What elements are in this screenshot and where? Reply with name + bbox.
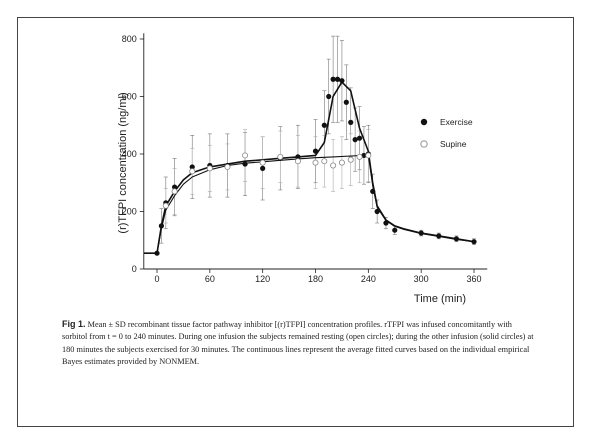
y-tick-label: 200	[122, 207, 137, 217]
exercise-point	[312, 148, 319, 154]
supine-point	[189, 168, 196, 175]
supine-point	[162, 202, 169, 209]
exercise-point	[418, 230, 424, 236]
caption-label: Fig 1.	[62, 319, 86, 329]
x-tick-label: 240	[361, 274, 376, 284]
x-tick-label: 180	[308, 274, 323, 284]
legend: Exercise Supine	[420, 117, 473, 149]
supine-point	[206, 165, 213, 172]
exercise-point	[189, 164, 195, 170]
chart-axes	[139, 33, 488, 273]
supine-point	[224, 163, 231, 170]
exercise-point	[471, 239, 477, 245]
x-tick-label: 360	[467, 274, 482, 284]
exercise-point	[260, 165, 266, 171]
exercise-point	[242, 161, 248, 167]
exercise-point	[343, 99, 349, 105]
exercise-point	[453, 236, 460, 242]
exercise-point	[172, 184, 178, 190]
exercise-point	[158, 223, 165, 229]
x-tick-label: 120	[255, 274, 270, 284]
y-axis-label: (r)TFPI concentration (ng/ml)	[117, 92, 129, 233]
supine-point	[277, 153, 284, 160]
exercise-point	[370, 188, 376, 194]
supine-point	[312, 159, 319, 166]
exercise-point	[326, 93, 332, 100]
supine-point	[171, 188, 178, 195]
y-tick-label: 600	[122, 92, 137, 102]
x-axis-label: Time (min)	[414, 293, 466, 305]
exercise-point	[356, 135, 363, 141]
legend-supine-label: Supine	[440, 139, 467, 149]
exercise-point	[321, 122, 327, 128]
exercise-point	[339, 78, 345, 84]
legend-exercise-label: Exercise	[440, 117, 473, 127]
data-points	[154, 76, 477, 256]
exercise-point	[154, 250, 160, 256]
legend-exercise-marker	[420, 118, 428, 126]
supine-point	[356, 153, 363, 160]
supine-point	[321, 158, 328, 165]
exercise-point	[352, 137, 358, 143]
error-bars	[159, 35, 477, 245]
y-tick-label: 0	[132, 264, 137, 274]
y-tick-label: 400	[122, 149, 137, 159]
exercise-point	[392, 227, 398, 233]
exercise-point	[330, 76, 336, 82]
y-tick-label: 800	[122, 34, 137, 44]
figure-caption: Fig 1. Mean ± SD recombinant tissue fact…	[62, 318, 538, 369]
fitted-curve	[156, 154, 475, 254]
supine-point	[259, 159, 266, 166]
tick-labels: 0 60 120 180 240 300 360 0 200 400 600 800	[122, 34, 482, 284]
exercise-point	[348, 119, 354, 125]
exercise-point	[436, 233, 442, 239]
supine-point	[242, 152, 249, 159]
exercise-point	[374, 208, 380, 215]
supine-point	[330, 162, 337, 169]
x-tick-label: 60	[205, 274, 215, 284]
fitted-curves	[143, 81, 475, 254]
supine-point	[294, 158, 301, 165]
caption-text: Mean ± SD recombinant tissue factor path…	[62, 320, 534, 367]
x-tick-label: 300	[414, 274, 429, 284]
figure-frame	[17, 17, 574, 427]
exercise-point	[334, 76, 341, 82]
exercise-point	[295, 154, 301, 160]
legend-supine-marker	[420, 140, 428, 148]
supine-point	[365, 152, 372, 159]
supine-point	[338, 159, 345, 166]
x-tick-label: 0	[154, 274, 159, 284]
exercise-point	[361, 152, 367, 159]
supine-point	[347, 156, 354, 163]
exercise-point	[383, 220, 389, 226]
